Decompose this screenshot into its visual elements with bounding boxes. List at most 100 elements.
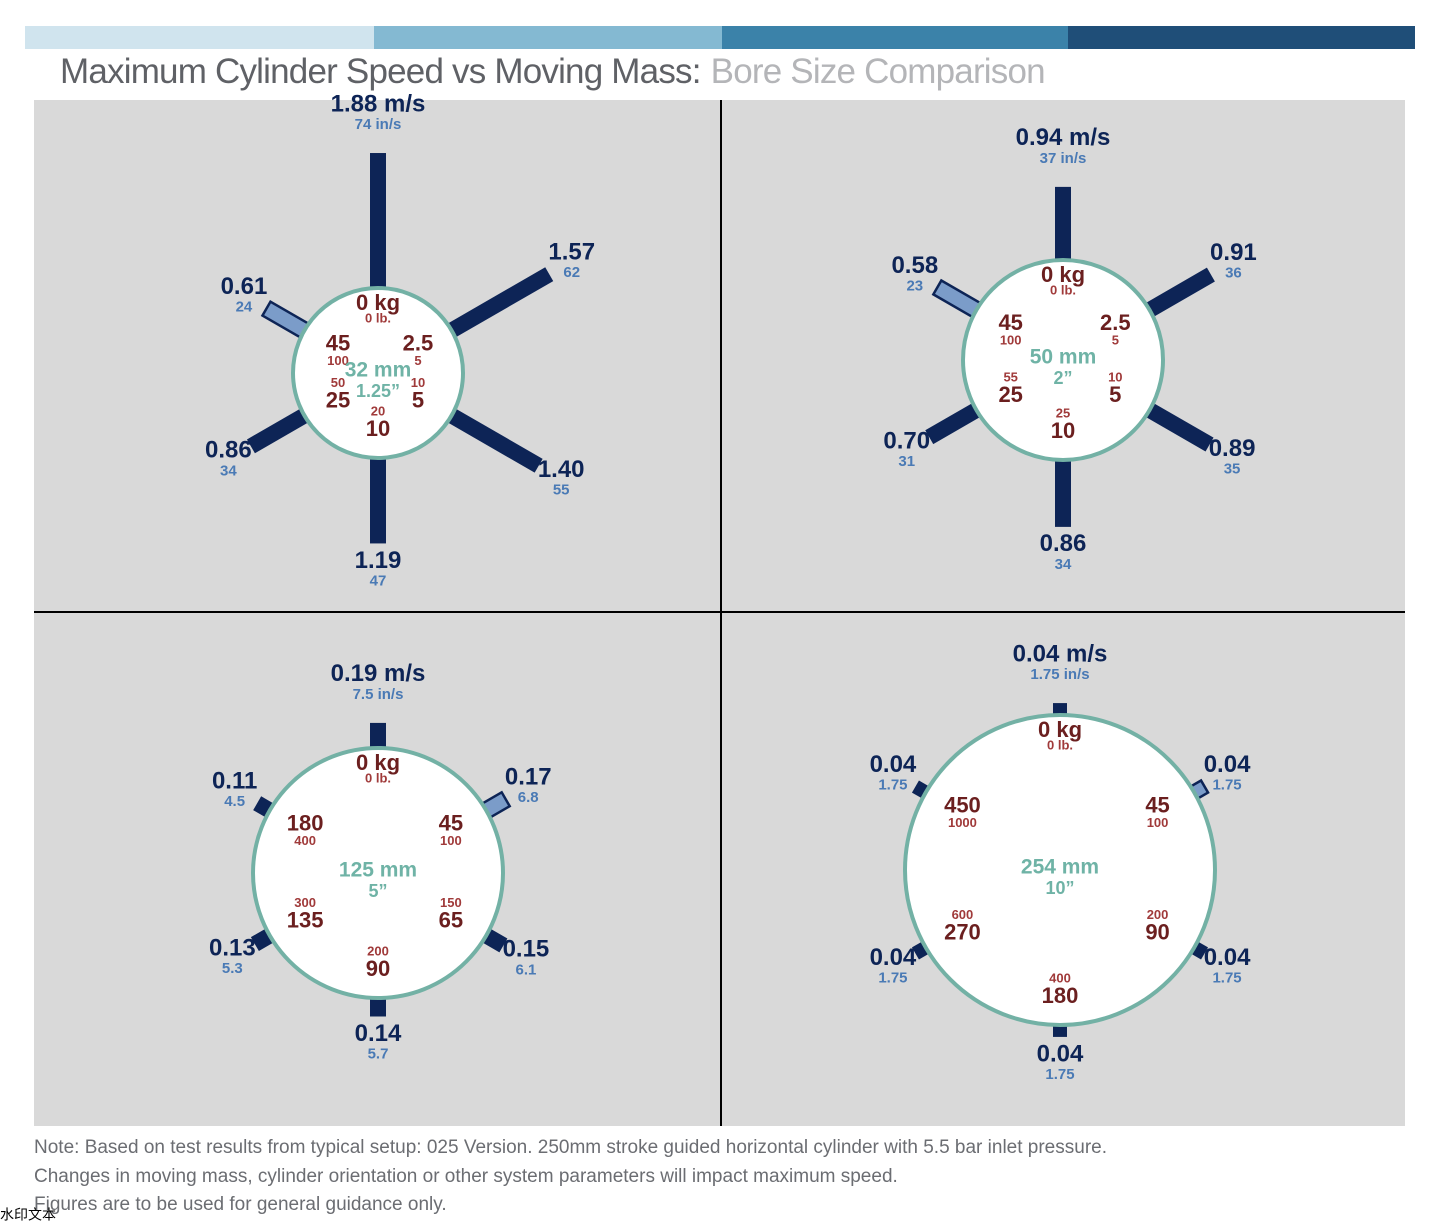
mass-label: 0 kg — [1041, 262, 1085, 287]
mass-label: 45 — [326, 330, 350, 355]
speed-label: 0.89 — [1209, 435, 1256, 462]
mass-label: 90 — [366, 956, 390, 981]
speed-label-in: 1.75 — [1212, 777, 1241, 794]
mass-label-lb: 5 — [1112, 332, 1119, 347]
bore-circle — [251, 746, 505, 1000]
speed-bar — [925, 402, 983, 445]
mass-label: 270 — [944, 919, 981, 944]
speed-bar — [370, 722, 386, 750]
speed-label: 0.04 m/s — [1013, 640, 1108, 667]
speed-bar — [1143, 402, 1214, 452]
mass-label-lb: 100 — [327, 353, 349, 368]
speed-label-in: 1.75 in/s — [1030, 666, 1089, 683]
speed-label: 0.04 — [1204, 751, 1251, 778]
mass-label: 45 — [998, 310, 1022, 335]
speed-label-in: 6.8 — [518, 789, 539, 806]
bore-size-in: 5” — [368, 881, 387, 901]
speed-bar — [246, 407, 311, 454]
speed-bar — [1143, 267, 1215, 318]
mass-label: 5 — [1109, 382, 1121, 407]
speed-bar — [445, 267, 554, 339]
speed-bar — [370, 996, 386, 1017]
mass-label: 450 — [944, 792, 981, 817]
mass-label: 0 kg — [1038, 717, 1082, 742]
speed-label-in: 62 — [563, 264, 580, 281]
speed-label: 0.19 m/s — [331, 660, 426, 687]
bore-size-in: 2” — [1053, 368, 1072, 388]
speed-label: 0.58 — [891, 252, 938, 279]
speed-label-in: 37 in/s — [1040, 150, 1087, 167]
bore-size: 254 mm — [1021, 856, 1099, 879]
speed-label: 0.17 — [505, 764, 552, 791]
speed-label-in: 36 — [1225, 265, 1242, 282]
speed-label-in: 31 — [898, 453, 915, 470]
speed-bar — [1055, 186, 1071, 262]
note: Figures are to be used for general guida… — [34, 1194, 447, 1215]
speed-label: 0.70 — [883, 428, 930, 455]
title-main: Maximum Cylinder Speed vs Moving Mass: — [60, 52, 701, 91]
speed-label: 0.15 — [503, 936, 550, 963]
mass-label-lb: 300 — [294, 895, 316, 910]
mass-label: 25 — [998, 382, 1022, 407]
mass-label: 10 — [366, 416, 390, 441]
page-title: Maximum Cylinder Speed vs Moving Mass: Bo… — [60, 52, 1045, 91]
speed-label-in: 7.5 in/s — [353, 686, 404, 703]
speed-label: 0.61 — [221, 273, 268, 300]
mass-label-lb: 20 — [371, 403, 385, 418]
speed-label: 1.40 — [538, 456, 585, 483]
speed-label: 1.57 — [548, 238, 595, 265]
speed-bar — [445, 407, 543, 473]
speed-label-in: 6.1 — [515, 961, 536, 978]
bore-size: 32 mm — [345, 359, 412, 382]
mass-label: 135 — [287, 907, 324, 932]
mass-label: 0 kg — [356, 750, 400, 775]
bore-size-in: 1.25” — [356, 381, 400, 401]
bore-circle — [961, 258, 1165, 462]
bore-circle — [903, 713, 1217, 1027]
mass-label-lb: 200 — [1147, 907, 1169, 922]
speed-label: 0.14 — [355, 1020, 402, 1047]
mass-label: 45 — [439, 810, 463, 835]
mass-label: 2.5 — [403, 330, 434, 355]
header-stripe — [722, 26, 1068, 49]
bore-size: 125 mm — [339, 859, 417, 882]
mass-label-lb: 0 lb. — [365, 310, 391, 325]
mass-label-lb: 25 — [1056, 405, 1070, 420]
mass-label-lb: 1000 — [948, 815, 977, 830]
header-stripe — [374, 26, 722, 49]
mass-label-lb: 55 — [1003, 369, 1017, 384]
mass-label: 180 — [287, 810, 324, 835]
mass-label: 5 — [412, 387, 424, 412]
mass-label-lb: 10 — [1108, 369, 1122, 384]
speed-label-in: 5.3 — [222, 960, 243, 977]
speed-label-in: 34 — [1055, 556, 1072, 573]
mass-label-lb: 400 — [1049, 970, 1071, 985]
speed-label: 0.86 — [1040, 530, 1087, 557]
mass-label: 45 — [1145, 792, 1169, 817]
mass-label: 180 — [1042, 983, 1079, 1008]
speed-label: 0.94 m/s — [1016, 124, 1111, 151]
mass-label: 10 — [1051, 418, 1075, 443]
speed-bar — [1055, 458, 1071, 527]
speed-label: 0.11 — [212, 768, 257, 795]
mass-label-lb: 200 — [367, 943, 389, 958]
mass-label-lb: 600 — [952, 907, 974, 922]
speed-label-in: 24 — [236, 299, 253, 316]
mass-label-lb: 5 — [414, 353, 421, 368]
mass-label: 90 — [1145, 919, 1169, 944]
speed-label-in: 23 — [906, 277, 923, 294]
speed-label-in: 1.75 — [878, 969, 907, 986]
speed-label: 1.88 m/s — [331, 90, 426, 117]
speed-label-in: 5.7 — [368, 1045, 389, 1062]
title-sub: Bore Size Comparison — [711, 52, 1045, 91]
bore-size: 50 mm — [1030, 346, 1097, 369]
header-stripe — [25, 26, 374, 49]
speed-label-in: 1.75 — [1212, 969, 1241, 986]
mass-label-lb: 0 lb. — [1047, 737, 1073, 752]
mass-label-lb: 100 — [1147, 815, 1169, 830]
mass-label: 0 kg — [356, 290, 400, 315]
mass-label-lb: 100 — [1000, 332, 1022, 347]
speed-label: 0.04 — [870, 944, 917, 971]
